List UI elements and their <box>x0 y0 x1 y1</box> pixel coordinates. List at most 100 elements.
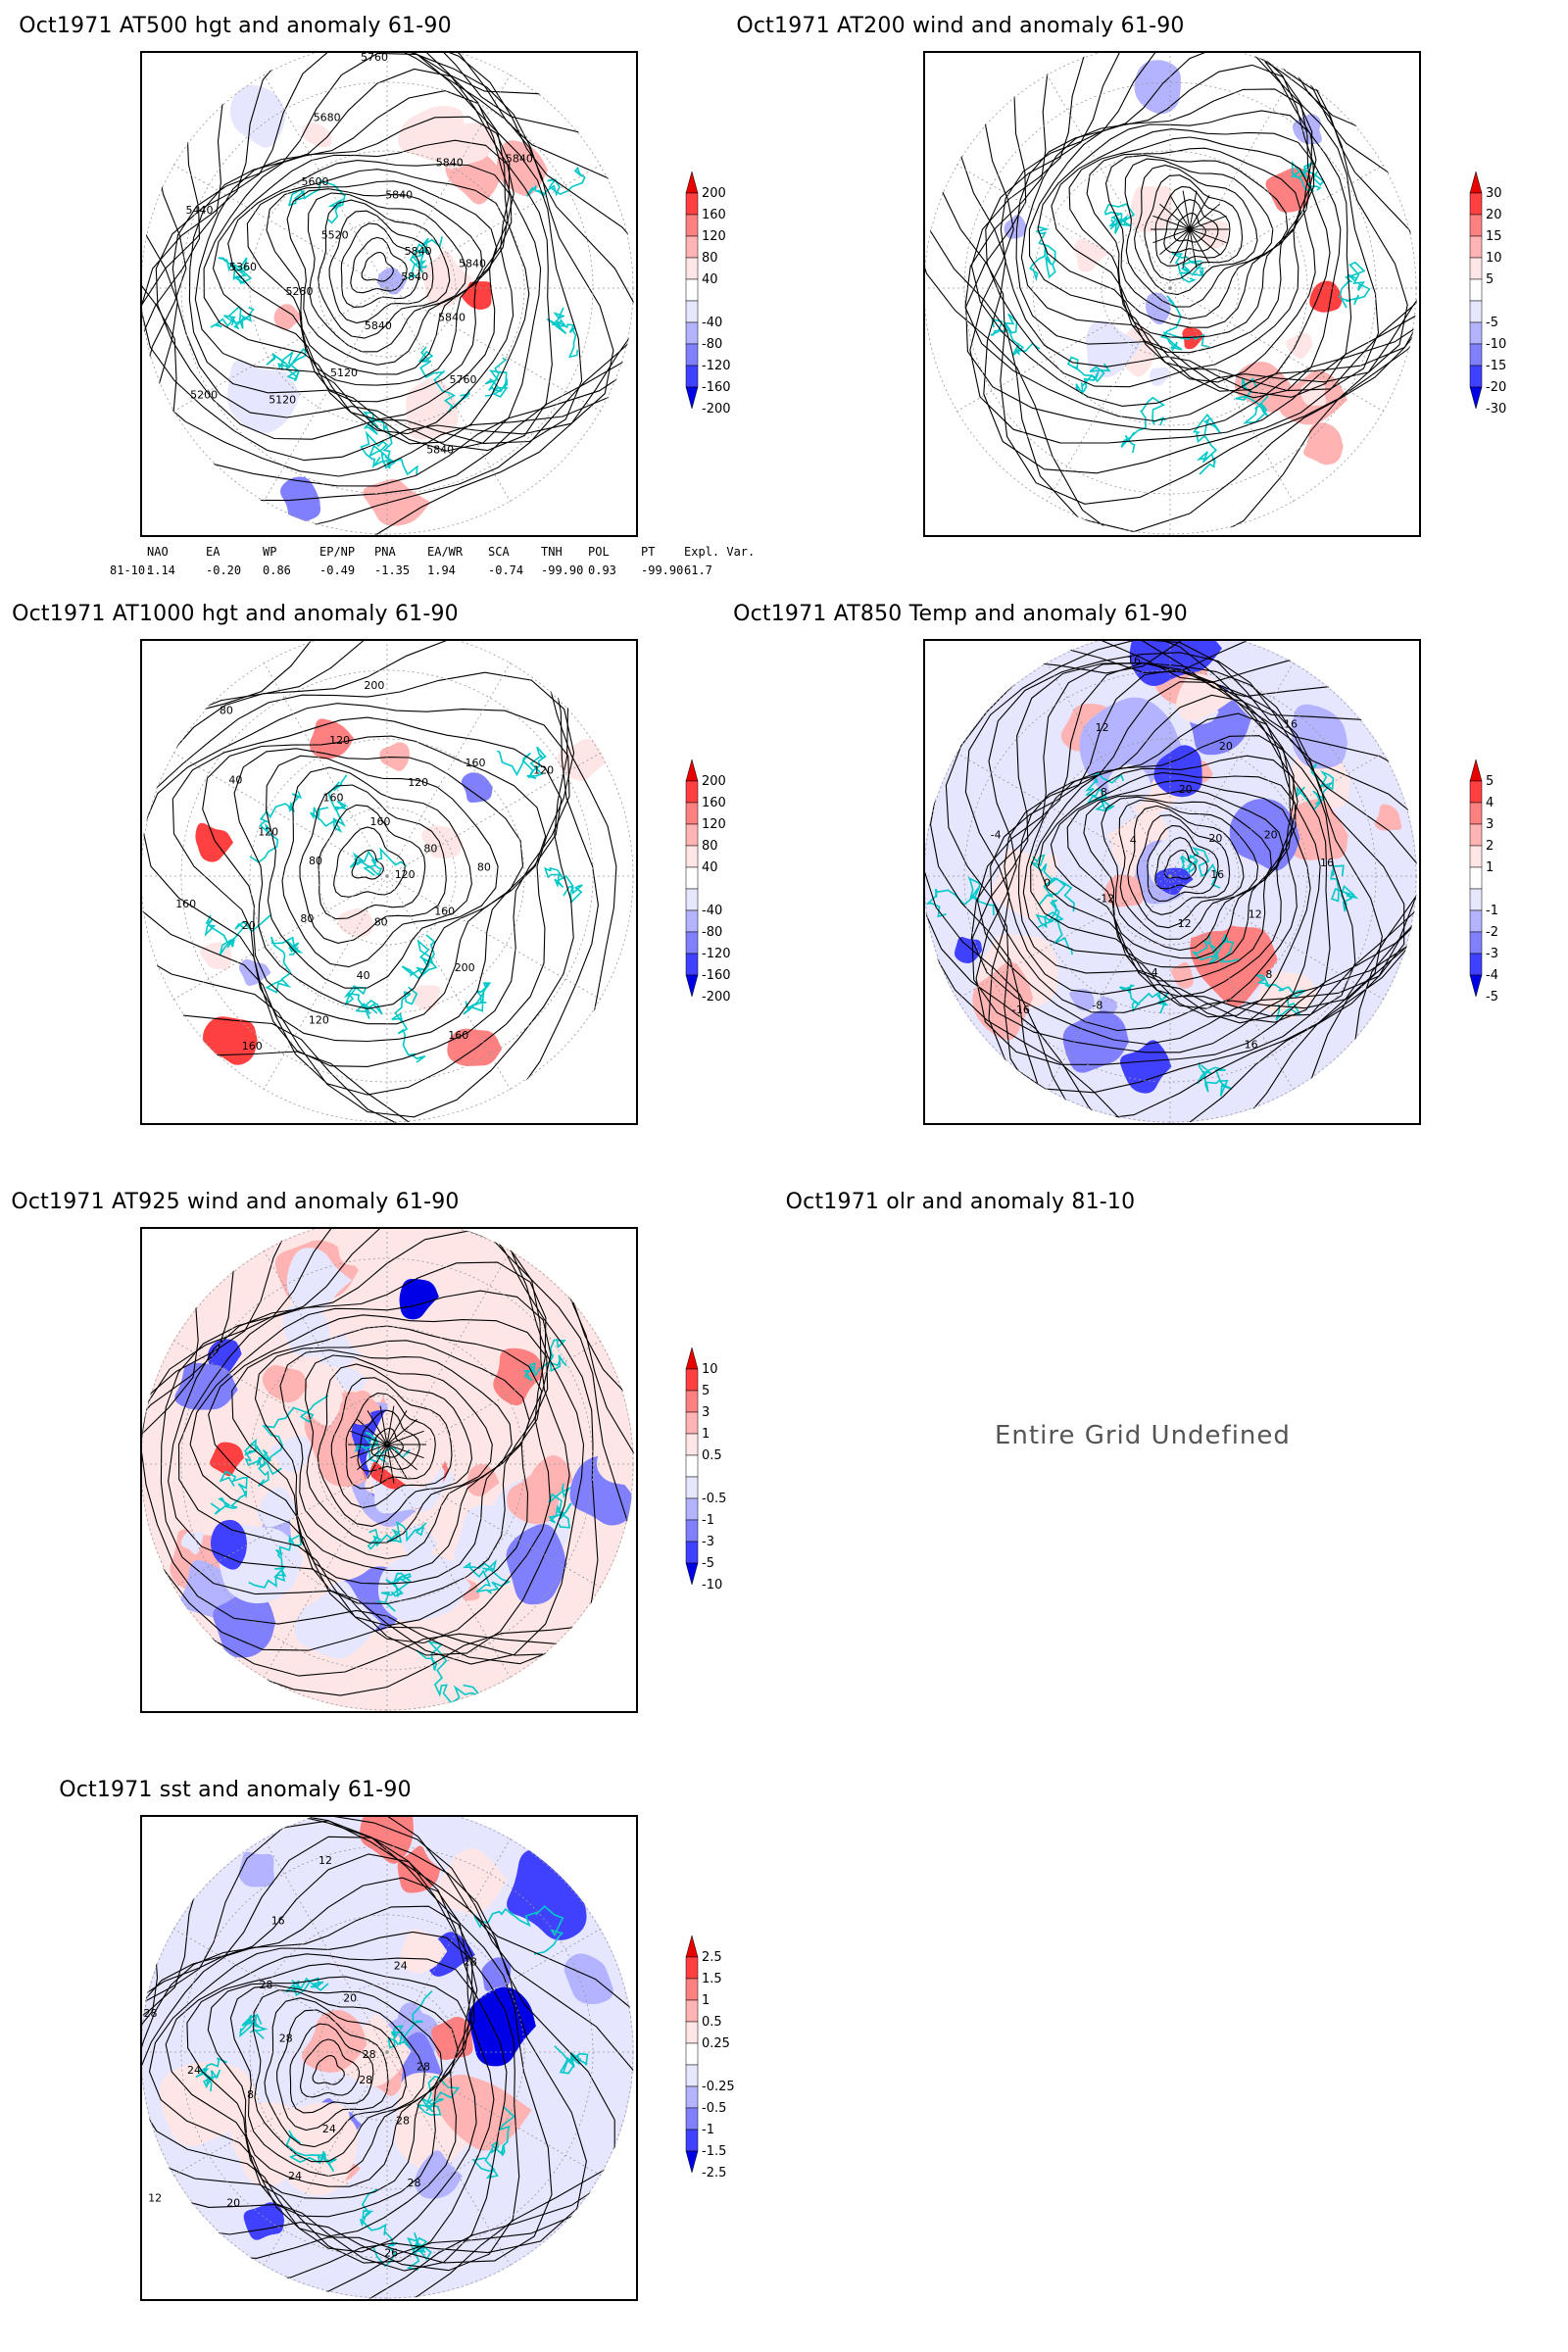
colorbar-segment <box>1469 235 1483 259</box>
colorbar-tick-label: 5 <box>1486 272 1494 287</box>
coastline-segment <box>1330 864 1359 912</box>
colorbar-segment <box>685 2085 699 2109</box>
anomaly-region <box>466 1464 500 1496</box>
colorbar-tick-label: -1 <box>1486 904 1498 918</box>
contour-line <box>317 1363 473 1527</box>
colorbar-segment <box>1469 365 1483 388</box>
anomaly-region <box>273 304 304 330</box>
map-svg: 5840 5840 5760 5840 5840 5120 5120 5200 5280 5360… <box>142 53 634 535</box>
colorbar-tick-label: -1 <box>702 2123 714 2137</box>
streamline-arrow <box>1182 228 1191 269</box>
panel-title: Oct1971 AT1000 hgt and anomaly 61-90 <box>12 602 459 626</box>
contour-line <box>264 1997 408 2148</box>
streamline-arrow <box>386 1405 395 1446</box>
contour-line <box>229 1984 443 2178</box>
contour-label: -4 <box>991 829 1002 842</box>
meridian-line <box>956 164 1171 289</box>
anomaly-region <box>1073 238 1109 272</box>
polar-map: 5840 5840 5760 5840 5840 5120 5120 5200 5280 5360… <box>140 51 638 537</box>
teleconnection-cell: Expl. Var. <box>684 545 756 559</box>
map-boundary <box>142 641 634 1123</box>
colorbar-segment <box>685 1476 699 1499</box>
map-svg: 120 160 200 160 80 40 120 160 80 20 160 80 120 40 80 16… <box>142 641 634 1123</box>
meridian-line <box>1046 662 1171 877</box>
coastline-segment <box>349 847 408 877</box>
contour-labels: 5840 5840 5760 5840 5840 5120 5120 5200 5280 5360… <box>186 53 533 456</box>
contour-line <box>318 804 426 920</box>
contour-line <box>1050 772 1297 982</box>
contour-line <box>142 671 575 1096</box>
contour-label: 8 <box>1101 786 1107 799</box>
polar-map: 120 160 200 160 80 40 120 160 80 20 160 80 120 40 80 16… <box>140 639 638 1125</box>
coastline-segment <box>1339 261 1371 309</box>
contours <box>142 1817 634 2299</box>
contour-label: 5840 <box>401 270 428 283</box>
anomaly-region <box>1374 804 1402 831</box>
coastline-segment <box>1029 225 1056 282</box>
coastline-segment <box>1193 414 1222 475</box>
colorbar-tick-label: -80 <box>702 925 722 940</box>
contour-label: 5760 <box>450 373 477 386</box>
anomaly-region <box>421 825 464 858</box>
contour-label: 5680 <box>314 112 341 124</box>
contour-label: 120 <box>395 868 416 881</box>
anomaly-region <box>180 1532 204 1555</box>
teleconnection-cell: -99.90 <box>641 564 684 577</box>
anomaly-region <box>280 476 321 524</box>
colorbar-segment <box>685 1999 699 2023</box>
contour-label: 20 <box>1264 829 1278 842</box>
colorbar-tick-label: -120 <box>702 359 731 373</box>
colorbar-top-arrow <box>685 759 699 782</box>
colorbar-tick-label: 0.25 <box>702 2036 730 2051</box>
contour-line <box>328 210 434 324</box>
contour-label: 120 <box>329 734 350 747</box>
streamline-arrow <box>386 1410 408 1446</box>
contour-labels: 16 12 8 16 12 4 -8 -16 -12 0 -4 4 8 12 16 20 20 16 20 20 16 <box>991 654 1334 1051</box>
coastline-segment <box>256 1395 329 1476</box>
colorbar-tick-label: -1 <box>702 1513 714 1528</box>
contour-line <box>165 1953 475 2218</box>
colorbar-tick-label: -2.5 <box>702 2166 726 2180</box>
meridian-line <box>263 875 388 1091</box>
colorbar-svg: 10 5 3 1 0.5 -0.5 -1 -3 -5 -10 <box>685 1347 726 1592</box>
contour-label: -16 <box>1012 1004 1030 1016</box>
panel-olr: Oct1971 olr and anomaly 81-10 Entire Gri… <box>784 1176 1568 1764</box>
contour-line <box>208 1314 549 1605</box>
contour-label: -12 <box>1097 892 1114 905</box>
contour-label: 5840 <box>438 312 466 324</box>
contour-label: 160 <box>466 757 486 769</box>
polar-map <box>923 51 1421 537</box>
colorbar-top-arrow <box>685 171 699 194</box>
teleconnection-cell: PT <box>641 545 656 559</box>
colorbar-segment <box>685 365 699 388</box>
coastline-segment <box>1235 377 1269 424</box>
contour-line <box>1004 681 1331 1023</box>
contours <box>142 1229 634 1696</box>
anomaly-region <box>174 1362 238 1410</box>
contour-line <box>186 1963 470 2200</box>
coastline-segment <box>1171 252 1204 283</box>
anomaly-region <box>1079 697 1183 803</box>
coastline-segment <box>496 746 547 779</box>
meridian-line <box>263 1838 388 2053</box>
meridian-line <box>172 1928 388 2053</box>
contour-line <box>1104 154 1289 319</box>
contour-line <box>1144 174 1244 281</box>
contour-label: 5840 <box>459 258 486 270</box>
contour-line <box>299 784 447 944</box>
streamline-arrow <box>350 1430 388 1446</box>
contour-label: 16 <box>1127 654 1141 666</box>
panel-925wind: Oct1971 AT925 wind and anomaly 61-90 10 5… <box>0 1176 784 1764</box>
contour-line <box>233 748 524 1009</box>
contour-label: 80 <box>309 855 322 867</box>
colorbar-segment <box>685 1411 699 1435</box>
coastline-segment <box>416 1641 482 1705</box>
colorbar-tick-label: -0.5 <box>702 1492 726 1506</box>
anomaly-region <box>238 1851 274 1887</box>
colorbar-tick-label: 1 <box>1486 860 1494 875</box>
colorbar-segment <box>1469 909 1483 933</box>
anomaly-region <box>1171 961 1194 989</box>
meridian-line <box>1169 662 1295 877</box>
teleconnection-cell: 61.7 <box>684 564 712 577</box>
colorbar-tick-label: -40 <box>702 904 722 918</box>
